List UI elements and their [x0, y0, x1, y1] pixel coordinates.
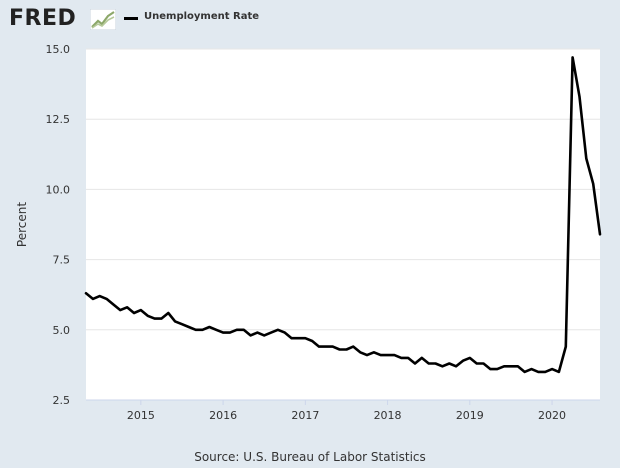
- y-tick-label: 2.5: [53, 394, 71, 407]
- x-tick-label: 2020: [538, 409, 566, 422]
- fred-logo[interactable]: FRED: [9, 6, 77, 31]
- x-tick-label: 2019: [456, 409, 484, 422]
- legend-swatch: [124, 17, 138, 20]
- x-tick-label: 2017: [291, 409, 319, 422]
- source-note: Source: U.S. Bureau of Labor Statistics: [194, 450, 426, 464]
- y-tick-label: 7.5: [53, 254, 71, 267]
- x-tick-label: 2018: [374, 409, 402, 422]
- y-tick-label: 5.0: [53, 324, 71, 337]
- x-tick-label: 2016: [209, 409, 237, 422]
- header: FRED Unemployment Rate: [0, 0, 620, 38]
- legend-label: Unemployment Rate: [144, 11, 260, 22]
- y-axis-label: Percent: [15, 202, 29, 247]
- y-tick-label: 15.0: [46, 43, 71, 56]
- y-tick-label: 10.0: [46, 183, 71, 196]
- line-chart-icon: [90, 9, 116, 30]
- series-line-unemployment-rate: [84, 56, 602, 374]
- x-tick-label: 2015: [127, 409, 155, 422]
- y-tick-label: 12.5: [46, 113, 71, 126]
- plot-area: [86, 49, 600, 400]
